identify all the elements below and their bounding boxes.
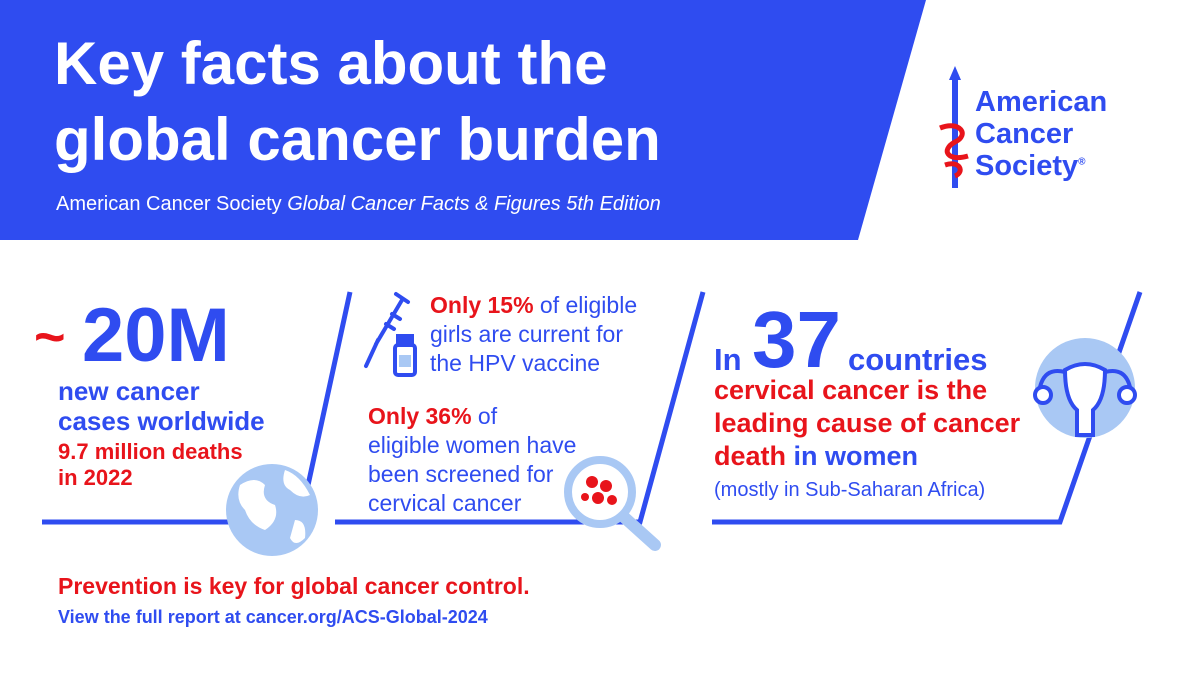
header-band [0,0,926,240]
link: cancer.org/ACS-Global-2024 [245,607,488,627]
fact-line-red: leading cause of cancer [714,408,1021,438]
sword-tip [949,66,961,80]
fact-line-red: cervical cancer is the [714,375,988,405]
fact-blue: in women [786,441,919,471]
logo-text: Society® [975,152,1086,181]
tilde: ~ [34,307,66,367]
globe-icon [226,464,318,556]
fact-line: cases worldwide [58,406,265,436]
footer-link-line: View the full report at cancer.org/ACS-G… [58,608,488,626]
highlight: Only 15% [430,292,534,318]
logo-text: American [975,86,1108,118]
logo-word: Society [975,150,1079,182]
vial-label [399,355,411,367]
uterus [1062,362,1108,437]
snake [939,123,969,179]
fact-line: death in women [714,443,918,470]
syringe [364,292,410,368]
fact-line: been screened for [368,461,554,487]
ovary [1117,385,1137,405]
fact-note: (mostly in Sub-Saharan Africa) [714,479,986,501]
fact-line: Only 15% of eligible [430,294,637,317]
fact-red: death [714,441,787,471]
logo-text: Cancer [975,118,1074,150]
title-line: Key facts about the [54,30,608,97]
cells [581,476,617,505]
subtitle-italic: Global Cancer Facts & Figures 5th Editio… [287,193,661,215]
fact-line: Only 36% of [368,405,497,428]
link-prefix: View the full report at [58,607,246,627]
fact-line: the HPV vaccine [430,350,601,376]
title-line: global cancer burden [54,106,661,173]
fact-prefix: In [714,342,742,377]
continents [238,470,310,543]
fact-line: girls are current for [430,321,624,347]
big-number: 37 [752,295,841,384]
fact-line: cervical cancer [368,490,522,516]
magnifier-icon [564,456,661,551]
handle [619,512,661,551]
logo-mark: ® [1078,156,1086,168]
fact-text: of eligible [533,292,638,318]
tubes [1038,369,1132,388]
footer-headline: Prevention is key for global cancer cont… [58,573,530,599]
subtitle-text: American Cancer Society [56,193,282,215]
logo-icon [939,66,969,188]
sword [952,78,958,188]
syringe-icon [364,292,417,377]
ovary [1033,385,1053,405]
vial-cap [396,334,414,346]
divider [335,291,706,525]
fact-line: new cancer [58,376,200,406]
fact-text: of [471,403,498,429]
fact-line: eligible women have [368,432,577,458]
fact-line-red: 9.7 million deaths [58,439,243,464]
fact-line-red: in 2022 [58,465,133,490]
fact-suffix: countries [848,342,988,377]
big-number: 20M [82,293,230,378]
lens [564,456,636,528]
subtitle: American Cancer Society Global Cancer Fa… [56,194,661,214]
highlight: Only 36% [368,403,472,429]
uterus-icon [1033,338,1137,438]
